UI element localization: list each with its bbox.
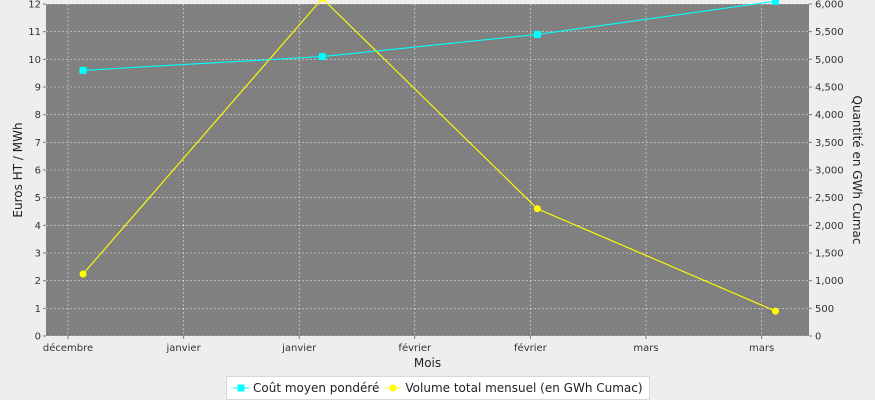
- right-tick-label: 1,000: [815, 276, 844, 287]
- left-tick-label: 10: [28, 55, 41, 66]
- x-axis-ticks: décembre janvier janvier février février mars…: [43, 336, 774, 354]
- right-tick-label: 3,500: [815, 138, 844, 149]
- left-tick-label: 12: [28, 0, 41, 11]
- data-point-square: [79, 66, 87, 74]
- left-tick-label: 5: [35, 193, 41, 204]
- legend-circle-marker-icon: [385, 384, 402, 392]
- data-point-circle: [533, 205, 541, 213]
- right-tick-label: 1,500: [815, 249, 844, 260]
- x-tick-label: février: [398, 342, 432, 354]
- left-axis-title: Euros HT / MWh: [11, 122, 25, 217]
- right-tick-label: 4,500: [815, 83, 844, 94]
- left-tick-label: 2: [35, 276, 41, 287]
- right-tick-label: 500: [815, 304, 834, 315]
- series-line-volume-total: [82, 0, 776, 312]
- data-point-circle: [319, 0, 326, 2]
- x-tick-label: mars: [749, 343, 774, 354]
- right-tick-label: 6,000: [815, 0, 844, 11]
- right-tick-label: 5,500: [815, 27, 844, 38]
- left-tick-label: 7: [35, 138, 41, 149]
- right-tick-label: 4,000: [815, 110, 844, 121]
- x-axis-title: Mois: [414, 356, 441, 370]
- legend-square-marker-icon: [233, 384, 249, 392]
- right-tick-label: 5,000: [815, 55, 844, 66]
- right-tick-label: 3,000: [815, 166, 844, 177]
- right-tick-label: 2,500: [815, 193, 844, 204]
- legend: Coût moyen pondéré Volume total mensuel …: [226, 376, 650, 400]
- series-group: [79, 0, 779, 315]
- left-tick-label: 3: [35, 249, 41, 260]
- x-tick-label: janvier: [281, 343, 317, 354]
- left-tick-label: 11: [28, 27, 41, 38]
- data-point-circle: [771, 307, 779, 315]
- legend-item-volume: Volume total mensuel (en GWh Cumac): [385, 381, 643, 395]
- x-tick-label: mars: [633, 343, 658, 354]
- left-tick-label: 4: [35, 221, 41, 232]
- legend-label-cout: Coût moyen pondéré: [253, 381, 380, 395]
- right-axis-title: Quantité en GWh Cumac: [850, 96, 864, 245]
- data-point-square: [318, 53, 326, 61]
- data-point-square: [533, 30, 541, 38]
- legend-item-cout: Coût moyen pondéré: [233, 381, 379, 395]
- x-tick-label: janvier: [165, 343, 201, 354]
- grid-lines: [46, 3, 809, 337]
- right-tick-label: 2,000: [815, 221, 844, 232]
- data-point-circle: [79, 270, 87, 278]
- x-tick-label: février: [514, 342, 548, 354]
- left-tick-label: 9: [35, 83, 41, 94]
- data-point-square: [771, 0, 779, 5]
- right-tick-label: 0: [815, 332, 821, 343]
- left-tick-label: 6: [35, 166, 41, 177]
- left-tick-label: 0: [35, 332, 41, 343]
- left-tick-label: 1: [35, 304, 41, 315]
- x-tick-label: décembre: [43, 342, 93, 354]
- legend-label-volume: Volume total mensuel (en GWh Cumac): [405, 381, 643, 395]
- series-line-cout-moyen: [82, 0, 776, 71]
- left-tick-label: 8: [35, 110, 41, 121]
- right-axis-ticks: 0 500 1,000 1,500 2,000 2,500 3,000 3,500 4,000 4…: [809, 0, 844, 343]
